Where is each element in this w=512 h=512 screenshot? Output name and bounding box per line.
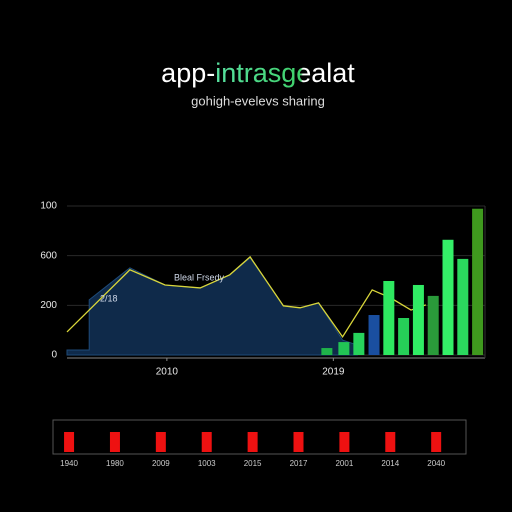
bar	[338, 342, 350, 355]
x-tick-label: 1940	[60, 459, 78, 468]
bar	[457, 258, 469, 355]
x-tick-label: 2019	[322, 367, 345, 378]
x-tick-label: 2040	[427, 459, 445, 468]
bar	[385, 432, 396, 452]
strip-frame	[52, 419, 467, 455]
bar	[398, 317, 410, 355]
bar	[368, 315, 380, 355]
y-tick-label: 100	[40, 201, 57, 212]
x-tick-label: 2010	[156, 367, 179, 378]
x-tick-label: 2009	[152, 459, 170, 468]
x-tick-label: 2015	[244, 459, 262, 468]
bar	[353, 332, 365, 355]
bar	[201, 432, 212, 452]
bar	[383, 280, 395, 355]
x-tick-label: 2001	[335, 459, 353, 468]
bar	[339, 432, 350, 452]
annotation: Bleal Frsedy	[174, 272, 225, 282]
bar	[247, 432, 258, 452]
bar	[64, 432, 75, 452]
chart-title: app-intrasgealat	[161, 58, 355, 88]
chart-subtitle: gohigh-evelevs sharing	[191, 93, 325, 108]
y-tick-label: 200	[40, 300, 57, 311]
bar	[321, 348, 333, 355]
bar	[412, 284, 424, 355]
y-tick-label: 600	[40, 250, 57, 261]
bar	[472, 208, 484, 355]
bar	[431, 432, 442, 452]
bar	[442, 239, 454, 355]
x-tick-label: 2017	[290, 459, 308, 468]
x-tick-label: 1003	[198, 459, 216, 468]
x-tick-label: 1980	[106, 459, 124, 468]
bar	[109, 432, 120, 452]
x-tick-label: 2014	[381, 459, 399, 468]
bar	[293, 432, 304, 452]
annotation: 2/18	[100, 293, 118, 303]
bar	[155, 432, 166, 452]
y-tick-label: 0	[51, 350, 57, 361]
bar	[427, 295, 439, 355]
